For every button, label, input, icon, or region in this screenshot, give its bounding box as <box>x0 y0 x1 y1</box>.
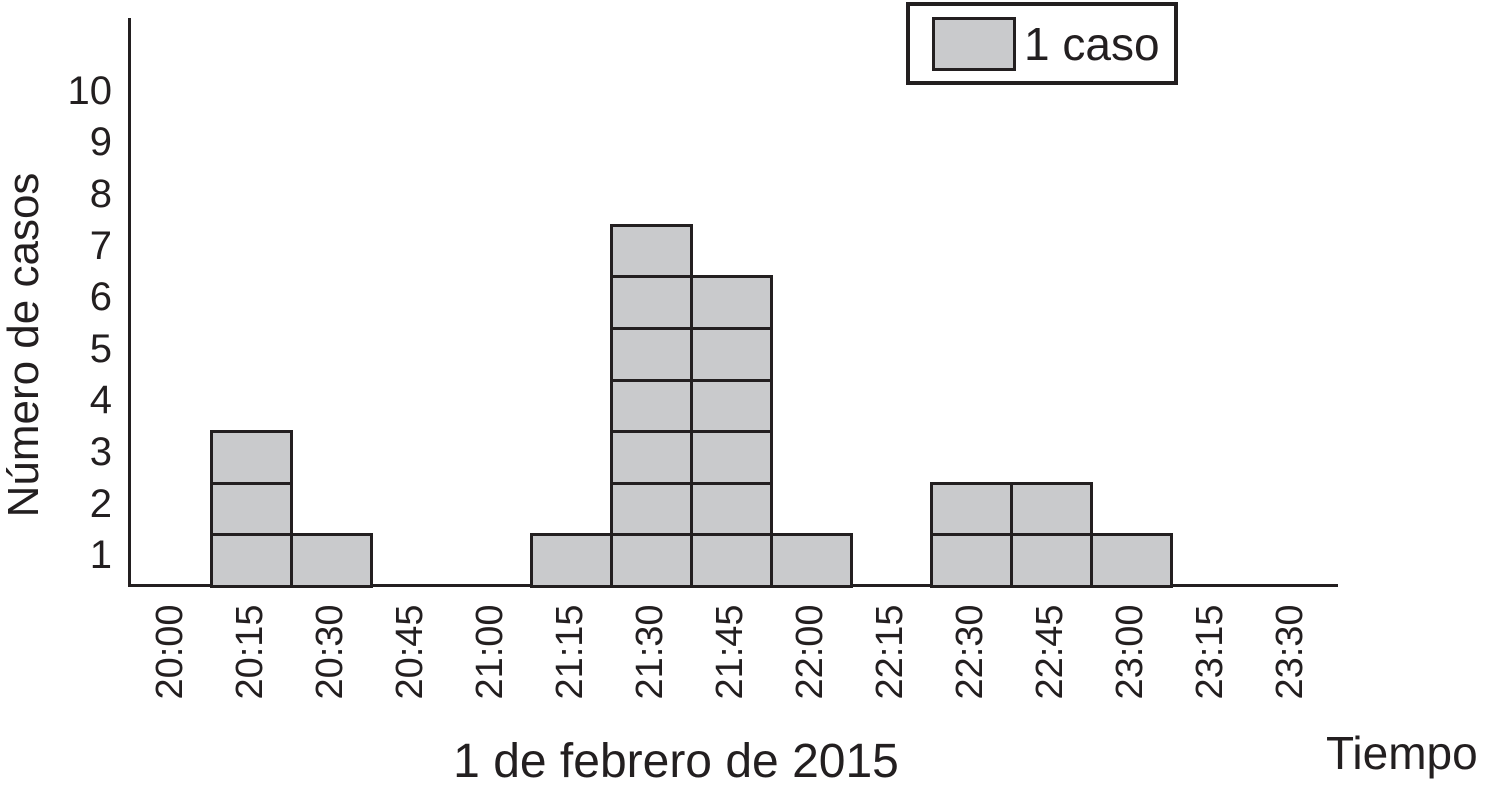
y-tick-label: 10 <box>67 68 113 113</box>
x-tick-label: 22:15 <box>869 604 911 700</box>
case-box <box>930 481 1013 537</box>
case-box <box>610 327 693 382</box>
y-tick-label: 6 <box>89 275 112 320</box>
case-box <box>610 223 693 279</box>
y-tick-label: 4 <box>89 378 112 423</box>
x-tick-label: 22:00 <box>789 604 831 700</box>
x-tick-label: 21:00 <box>469 604 511 700</box>
legend: 1 caso <box>906 2 1178 85</box>
x-tick-label: 20:15 <box>229 604 271 700</box>
y-axis-line <box>128 18 131 587</box>
case-box <box>610 430 693 485</box>
x-tick-label: 22:30 <box>949 604 991 700</box>
case-box <box>290 533 373 588</box>
case-box <box>610 533 693 588</box>
case-box <box>1010 533 1093 588</box>
y-tick-label: 7 <box>89 223 112 268</box>
case-box <box>930 533 1013 588</box>
case-box <box>690 533 773 588</box>
case-box <box>210 430 293 485</box>
y-tick-label: 2 <box>89 481 112 526</box>
case-box <box>690 481 773 537</box>
case-box <box>210 533 293 588</box>
x-tick-label: 21:15 <box>549 604 591 700</box>
y-tick-label: 3 <box>89 430 112 474</box>
x-tick-label: 23:15 <box>1189 604 1231 700</box>
case-box <box>690 327 773 382</box>
case-box <box>610 275 693 330</box>
case-box <box>690 430 773 485</box>
case-box <box>610 378 693 434</box>
case-box <box>690 378 773 434</box>
case-box <box>1090 533 1173 588</box>
x-tick-label: 22:45 <box>1029 604 1071 700</box>
x-tick-label: 21:45 <box>709 604 751 700</box>
case-box <box>770 533 853 588</box>
case-box <box>530 533 613 588</box>
x-tick-label: 20:45 <box>389 604 431 700</box>
y-tick-label: 9 <box>89 120 112 165</box>
time-axis-title: Tiempo <box>1326 727 1478 779</box>
case-box <box>610 481 693 537</box>
case-box <box>690 275 773 330</box>
x-tick-label: 23:30 <box>1269 604 1311 700</box>
legend-label: 1 caso <box>1024 17 1160 70</box>
x-tick-label: 23:00 <box>1109 604 1151 700</box>
y-tick-label: 1 <box>89 533 112 578</box>
y-tick-label: 8 <box>89 172 112 216</box>
date-label: 1 de febrero de 2015 <box>453 735 899 788</box>
x-tick-label: 20:30 <box>309 604 351 700</box>
x-tick-label: 20:00 <box>149 604 191 700</box>
case-box <box>210 481 293 537</box>
legend-swatch-box-icon <box>932 16 1016 71</box>
x-tick-label: 21:30 <box>629 604 671 700</box>
y-tick-label: 5 <box>89 326 112 371</box>
case-box <box>1010 481 1093 537</box>
